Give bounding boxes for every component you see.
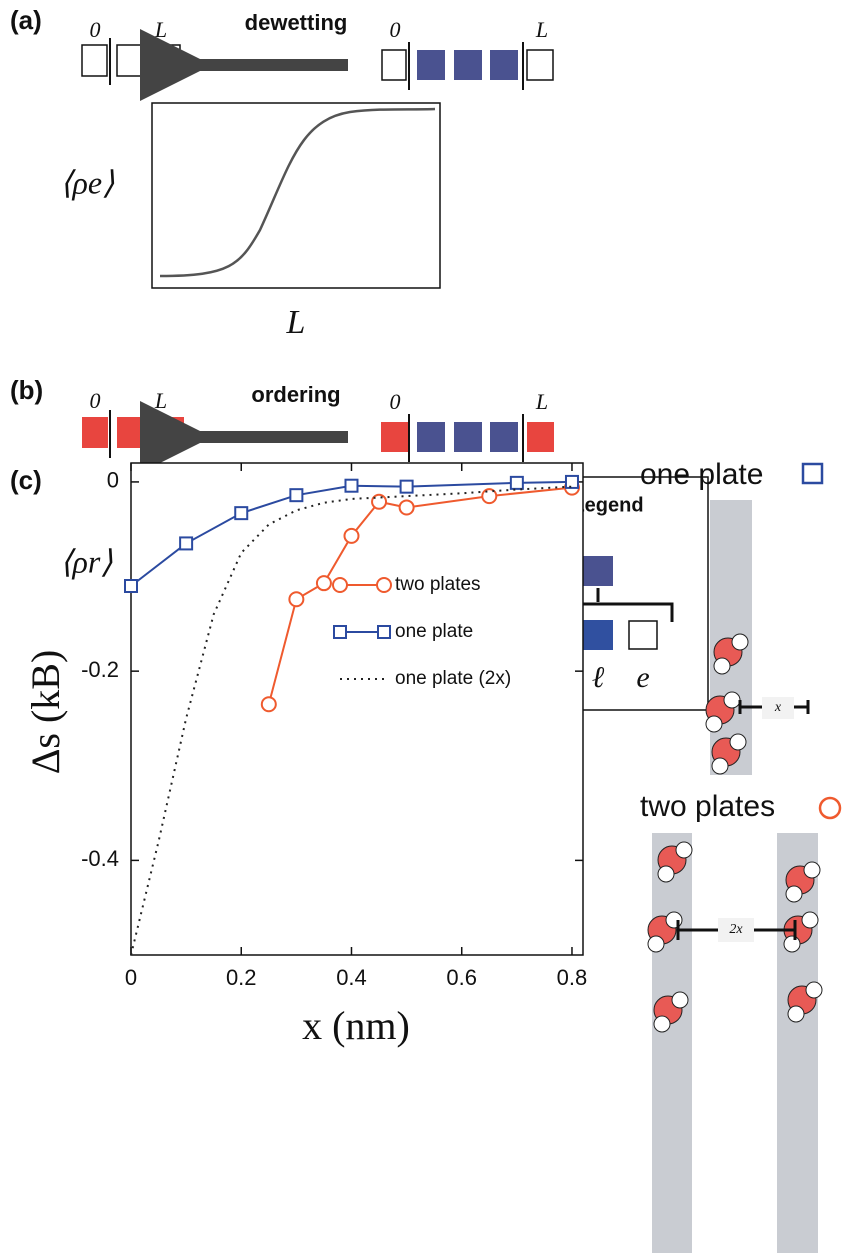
legend-label: e [636,661,649,694]
x-tick-label: 0.6 [446,965,477,990]
cell [583,620,613,650]
cell [117,45,146,76]
distance-label: x [774,700,782,715]
legend-label: two plates [395,574,481,595]
x-tick-label: 0 [125,965,137,990]
marker [511,477,523,489]
marker [333,578,347,592]
process-label: ordering [251,382,340,407]
cell [454,50,482,80]
plot-frame [152,103,440,288]
cell [527,422,554,452]
cell [629,621,657,649]
mark-label: L [535,389,548,414]
marker [377,578,391,592]
cell [417,422,445,452]
marker [125,580,137,592]
marker [289,592,303,606]
plate [652,833,692,1253]
y-tick-label: 0 [107,468,119,493]
mark-label: 0 [90,17,101,42]
inset-title: two plates [640,790,775,823]
cell [117,417,147,448]
marker [400,500,414,514]
panel-label: (a) [10,5,42,35]
y-axis-label: Δs (kB) [23,650,68,775]
marker [317,576,331,590]
cell [382,50,406,80]
inset-title: one plate [640,458,763,491]
process-label: dewetting [245,10,348,35]
mark-label: L [535,17,548,42]
inset-marker [820,798,840,818]
mark-label: 0 [90,388,101,413]
marker [235,507,247,519]
marker [378,626,390,638]
mark-label: L [154,17,167,42]
distance-label: 2x [729,922,743,937]
legend-label: ℓ [592,661,605,694]
cell [155,417,184,448]
cell [527,50,553,80]
cell [490,50,518,80]
cell [155,45,180,76]
marker [334,626,346,638]
x-label: L [286,304,306,341]
cell [454,422,482,452]
y-label: ⟨ρr⟩ [60,543,113,579]
x-tick-label: 0.8 [557,965,588,990]
x-axis-label: x (nm) [302,1003,410,1048]
cell [490,422,518,452]
marker [262,697,276,711]
marker [290,489,302,501]
cell [82,45,107,76]
marker [180,537,192,549]
x-tick-label: 0.2 [226,965,257,990]
marker [344,529,358,543]
marker [401,481,413,493]
legend-label: one plate (2x) [395,668,511,689]
cell [417,50,445,80]
panel-label: (b) [10,375,43,405]
y-tick-label: -0.4 [81,846,119,871]
y-label: ⟨ρe⟩ [60,164,115,200]
cell [381,422,408,452]
panel-label: (c) [10,465,42,495]
marker [566,476,578,488]
figure: (a) dewetting 0 L 0 L ⟨ρe⟩ L (b) orderin… [0,0,842,1253]
inset-marker [803,464,822,483]
mark-label: L [154,388,167,413]
legend-label: one plate [395,621,473,642]
mark-label: 0 [390,389,401,414]
panel-a: (a) dewetting 0 L 0 L ⟨ρe⟩ L [10,5,553,341]
y-tick-label: -0.2 [81,657,119,682]
x-tick-label: 0.4 [336,965,367,990]
cell [82,417,108,448]
cell [583,556,613,586]
marker [345,480,357,492]
mark-label: 0 [390,17,401,42]
